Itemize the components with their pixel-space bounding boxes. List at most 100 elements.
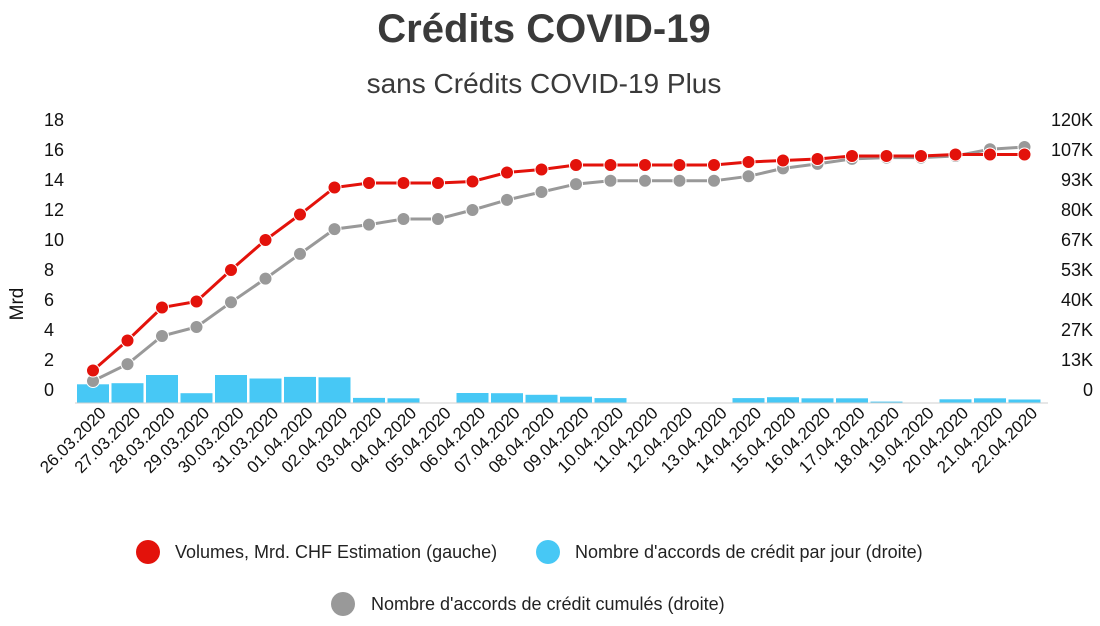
y-left-tick-label: 12 xyxy=(44,200,64,220)
series-line-volume xyxy=(92,153,1025,372)
point-cumulative xyxy=(603,173,618,188)
point-volume xyxy=(1017,147,1032,162)
y-right-tick-label: 27K xyxy=(1061,320,1093,340)
volume-line-layer xyxy=(86,147,1032,378)
point-cumulative xyxy=(672,173,687,188)
y-right-tick-label: 107K xyxy=(1051,140,1093,160)
point-cumulative xyxy=(396,212,411,226)
point-volume xyxy=(672,158,687,172)
bar-daily-agreements xyxy=(974,398,1006,403)
point-cumulative xyxy=(258,271,273,286)
point-volume xyxy=(120,333,135,348)
point-cumulative xyxy=(155,329,169,343)
legend-item-daily-agreements[interactable]: Nombre d'accords de crédit par jour (dro… xyxy=(536,540,923,564)
x-axis-ticks: 26.03.202027.03.202028.03.202029.03.2020… xyxy=(36,403,1041,477)
bar-daily-agreements xyxy=(525,394,558,403)
point-volume xyxy=(603,158,618,172)
bar-daily-agreements xyxy=(560,396,592,403)
point-volume xyxy=(948,147,963,162)
point-cumulative xyxy=(741,169,756,184)
point-cumulative xyxy=(500,192,514,207)
chart-subtitle: sans Crédits COVID-19 Plus xyxy=(367,68,722,99)
bar-daily-agreements xyxy=(732,398,765,403)
legend-marker-cumulative-agreements xyxy=(331,592,355,616)
point-volume xyxy=(327,180,342,195)
y-left-tick-label: 0 xyxy=(44,380,54,400)
series-line-cumulative xyxy=(92,145,1025,383)
point-cumulative xyxy=(534,185,549,199)
y-left-tick-label: 16 xyxy=(44,140,64,160)
point-cumulative xyxy=(465,203,480,217)
y-right-tick-label: 67K xyxy=(1061,230,1093,250)
bar-daily-agreements xyxy=(456,393,489,403)
y-left-tick-label: 10 xyxy=(44,230,64,250)
y-left-tick-label: 6 xyxy=(44,290,54,310)
y-left-tick-label: 2 xyxy=(44,350,54,370)
point-cumulative xyxy=(189,320,204,334)
legend: Volumes, Mrd. CHF Estimation (gauche) No… xyxy=(136,540,923,616)
y-left-tick-label: 4 xyxy=(44,320,54,340)
point-volume xyxy=(741,155,756,169)
bar-daily-agreements xyxy=(215,375,247,403)
point-volume xyxy=(914,149,928,163)
point-volume xyxy=(189,294,204,309)
bar-daily-agreements xyxy=(836,398,868,403)
point-volume xyxy=(258,233,273,247)
y-left-tick-label: 18 xyxy=(44,110,64,130)
bar-daily-agreements xyxy=(870,401,903,403)
y-left-tick-label: 14 xyxy=(44,170,64,190)
bar-daily-agreements xyxy=(146,375,178,403)
point-volume xyxy=(569,158,583,172)
point-volume xyxy=(845,149,859,163)
point-volume xyxy=(707,158,721,172)
bar-daily-agreements xyxy=(767,397,799,403)
point-volume xyxy=(431,176,445,190)
bar-daily-agreements xyxy=(249,378,282,403)
legend-label-cumulative-agreements: Nombre d'accords de crédit cumulés (droi… xyxy=(371,594,725,614)
point-cumulative xyxy=(224,295,238,310)
point-volume xyxy=(465,174,480,189)
bar-daily-agreements xyxy=(491,393,523,403)
bar-daily-agreements xyxy=(111,383,144,403)
y-left-tick-label: 8 xyxy=(44,260,54,280)
point-volume xyxy=(983,147,997,162)
legend-marker-daily-agreements xyxy=(536,540,560,564)
y-right-tick-label: 80K xyxy=(1061,200,1093,220)
legend-item-volume[interactable]: Volumes, Mrd. CHF Estimation (gauche) xyxy=(136,540,497,564)
y-right-tick-label: 13K xyxy=(1061,350,1093,370)
point-cumulative xyxy=(327,222,342,237)
point-cumulative xyxy=(120,357,135,372)
bars-layer xyxy=(77,375,1041,403)
point-volume xyxy=(810,152,825,166)
chart-title: Crédits COVID-19 xyxy=(377,7,710,51)
y-axis-right-ticks: 0 13K 27K 40K 53K 67K 80K 93K 107K 120K xyxy=(1051,110,1093,400)
legend-label-volume: Volumes, Mrd. CHF Estimation (gauche) xyxy=(175,542,497,562)
point-volume xyxy=(293,207,307,222)
point-volume xyxy=(86,363,100,378)
point-volume xyxy=(362,176,376,190)
legend-marker-volume xyxy=(136,540,160,564)
bar-daily-agreements xyxy=(594,398,627,403)
point-volume xyxy=(776,153,790,168)
point-volume xyxy=(500,165,514,180)
y-right-tick-label: 53K xyxy=(1061,260,1093,280)
point-volume xyxy=(638,158,652,172)
y-right-tick-label: 40K xyxy=(1061,290,1093,310)
bar-daily-agreements xyxy=(387,398,420,403)
bar-daily-agreements xyxy=(77,384,109,403)
legend-item-cumulative-agreements[interactable]: Nombre d'accords de crédit cumulés (droi… xyxy=(331,592,725,616)
point-volume xyxy=(534,162,549,177)
bar-daily-agreements xyxy=(180,393,213,403)
bar-daily-agreements xyxy=(801,398,834,403)
y-axis-left-ticks: 0 2 4 6 8 10 12 14 16 18 xyxy=(44,110,64,400)
point-cumulative xyxy=(707,173,721,188)
bar-daily-agreements xyxy=(939,399,972,403)
point-cumulative xyxy=(431,212,445,226)
bar-daily-agreements xyxy=(353,397,385,403)
bar-daily-agreements xyxy=(318,377,351,403)
y-right-tick-label: 93K xyxy=(1061,170,1093,190)
point-volume xyxy=(224,263,238,277)
bar-daily-agreements xyxy=(284,376,316,403)
